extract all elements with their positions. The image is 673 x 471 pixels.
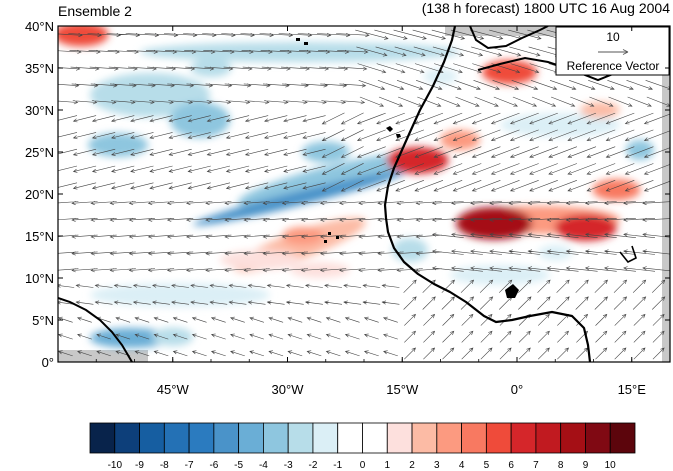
anomaly-feature-4 bbox=[481, 60, 537, 85]
missing-data-top-right bbox=[445, 26, 565, 36]
axes: 0° 5°N 10°N 15°N 20°N 25°N 30°N 35°N 40°N 45°W 30°… bbox=[25, 19, 671, 397]
anomaly-feature-10 bbox=[152, 327, 194, 346]
y-tick-label: 15°N bbox=[25, 229, 54, 244]
colorbar-swatch bbox=[485, 422, 512, 454]
colorbar-label: 8 bbox=[558, 460, 564, 471]
colorbar-swatch bbox=[188, 422, 215, 454]
colorbar-label: -7 bbox=[185, 460, 194, 471]
colorbar-label: 5 bbox=[484, 460, 490, 471]
canary-islands bbox=[386, 126, 401, 138]
colorbar-label: 7 bbox=[533, 460, 539, 471]
colorbar-label: 10 bbox=[605, 460, 617, 471]
wind-vector-field bbox=[58, 29, 670, 360]
anomaly-feature-3 bbox=[554, 214, 617, 242]
colorbar-label: -3 bbox=[284, 460, 293, 471]
colorbar-label: -9 bbox=[135, 460, 144, 471]
colorbar-swatch bbox=[114, 422, 140, 454]
colorbar-label: -8 bbox=[160, 460, 169, 471]
lake-chad bbox=[619, 245, 637, 264]
colorbar-swatch bbox=[510, 422, 537, 454]
colorbar-swatch bbox=[560, 422, 586, 454]
x-tick-label: 0° bbox=[511, 382, 523, 397]
colorbar-swatch bbox=[263, 422, 289, 454]
colorbar-swatch bbox=[362, 422, 388, 454]
y-tick-label: 30°N bbox=[25, 103, 54, 118]
anomaly-feature-5 bbox=[592, 179, 641, 201]
anomaly-feature-12 bbox=[538, 245, 573, 261]
colorbar-label: 4 bbox=[459, 460, 465, 471]
reference-arrowhead bbox=[622, 49, 629, 55]
reference-vector-box: 10 Reference Vector bbox=[555, 26, 670, 76]
y-tick-label: 5°N bbox=[32, 313, 54, 328]
coastline-iberia bbox=[469, 26, 549, 50]
azores-islands bbox=[296, 38, 308, 45]
y-tick-label: 35°N bbox=[25, 61, 54, 76]
colorbar-swatch bbox=[213, 422, 240, 454]
colorbar-swatch bbox=[436, 422, 462, 454]
colorbar-label: -1 bbox=[333, 460, 342, 471]
anomaly-feature-11 bbox=[423, 68, 458, 85]
reference-vector-label: Reference Vector bbox=[567, 59, 660, 73]
colorbar-swatch bbox=[535, 422, 562, 454]
anomaly-feature-2 bbox=[456, 207, 533, 240]
colorbar-swatch bbox=[585, 422, 611, 454]
y-tick-label: 0° bbox=[42, 355, 54, 370]
colorbar-label: -6 bbox=[209, 460, 218, 471]
colorbar-label: -5 bbox=[234, 460, 243, 471]
colorbar-label: -4 bbox=[259, 460, 268, 471]
colorbar-swatch bbox=[238, 422, 264, 454]
colorbar-label: 9 bbox=[583, 460, 589, 471]
cape-verde-islands bbox=[324, 232, 339, 243]
anomaly-feature-1 bbox=[386, 147, 449, 174]
colorbar-swatch bbox=[609, 422, 636, 454]
map-area bbox=[58, 26, 670, 362]
colorbar-swatch bbox=[337, 422, 363, 454]
colorbar-swatch bbox=[139, 422, 165, 454]
y-tick-label: 20°N bbox=[25, 187, 54, 202]
anomaly-feature-6 bbox=[58, 26, 109, 47]
x-tick-label: 15°W bbox=[386, 382, 419, 397]
reference-vector-value: 10 bbox=[606, 30, 620, 44]
colorbar-swatch bbox=[312, 422, 339, 454]
ensemble-title: Ensemble 2 bbox=[58, 3, 132, 19]
x-tick-label: 30°W bbox=[272, 382, 305, 397]
colorbar-swatch bbox=[287, 422, 314, 454]
colorbar-label: 2 bbox=[409, 460, 415, 471]
coastline-south-america bbox=[58, 297, 133, 362]
y-tick-label: 25°N bbox=[25, 145, 54, 160]
y-tick-label: 40°N bbox=[25, 19, 54, 34]
colorbar-label: 1 bbox=[385, 460, 391, 471]
colorbar-label: 6 bbox=[508, 460, 514, 471]
x-tick-label: 45°W bbox=[157, 382, 190, 397]
colorbar-label: 3 bbox=[434, 460, 440, 471]
anomaly-feature-8 bbox=[301, 141, 350, 163]
colorbar-label: -10 bbox=[108, 460, 123, 471]
wind-vectors bbox=[58, 29, 670, 360]
y-tick-label: 10°N bbox=[25, 271, 54, 286]
colorbar-swatch bbox=[411, 422, 438, 454]
colorbar-swatch bbox=[386, 422, 413, 454]
anomaly-feature-9 bbox=[190, 58, 232, 78]
x-tick-label: 15°E bbox=[618, 382, 647, 397]
forecast-time-title: (138 h forecast) 1800 UTC 16 Aug 2004 bbox=[422, 0, 670, 16]
lake-volta bbox=[505, 284, 519, 298]
colorbar: -10 -9 -8 -7 -6 -5 -4 -3 -2 -1 0 1 2 3 4 5 6 7 8 9 10 bbox=[89, 422, 636, 471]
colorbar-label: -2 bbox=[309, 460, 318, 471]
colorbar-label: 0 bbox=[360, 460, 366, 471]
colorbar-swatch bbox=[461, 422, 487, 454]
coastline-africa bbox=[383, 26, 592, 362]
colorbar-swatch bbox=[163, 422, 190, 454]
missing-data-bottom-left bbox=[58, 350, 148, 362]
colorbar-swatch bbox=[89, 422, 116, 454]
